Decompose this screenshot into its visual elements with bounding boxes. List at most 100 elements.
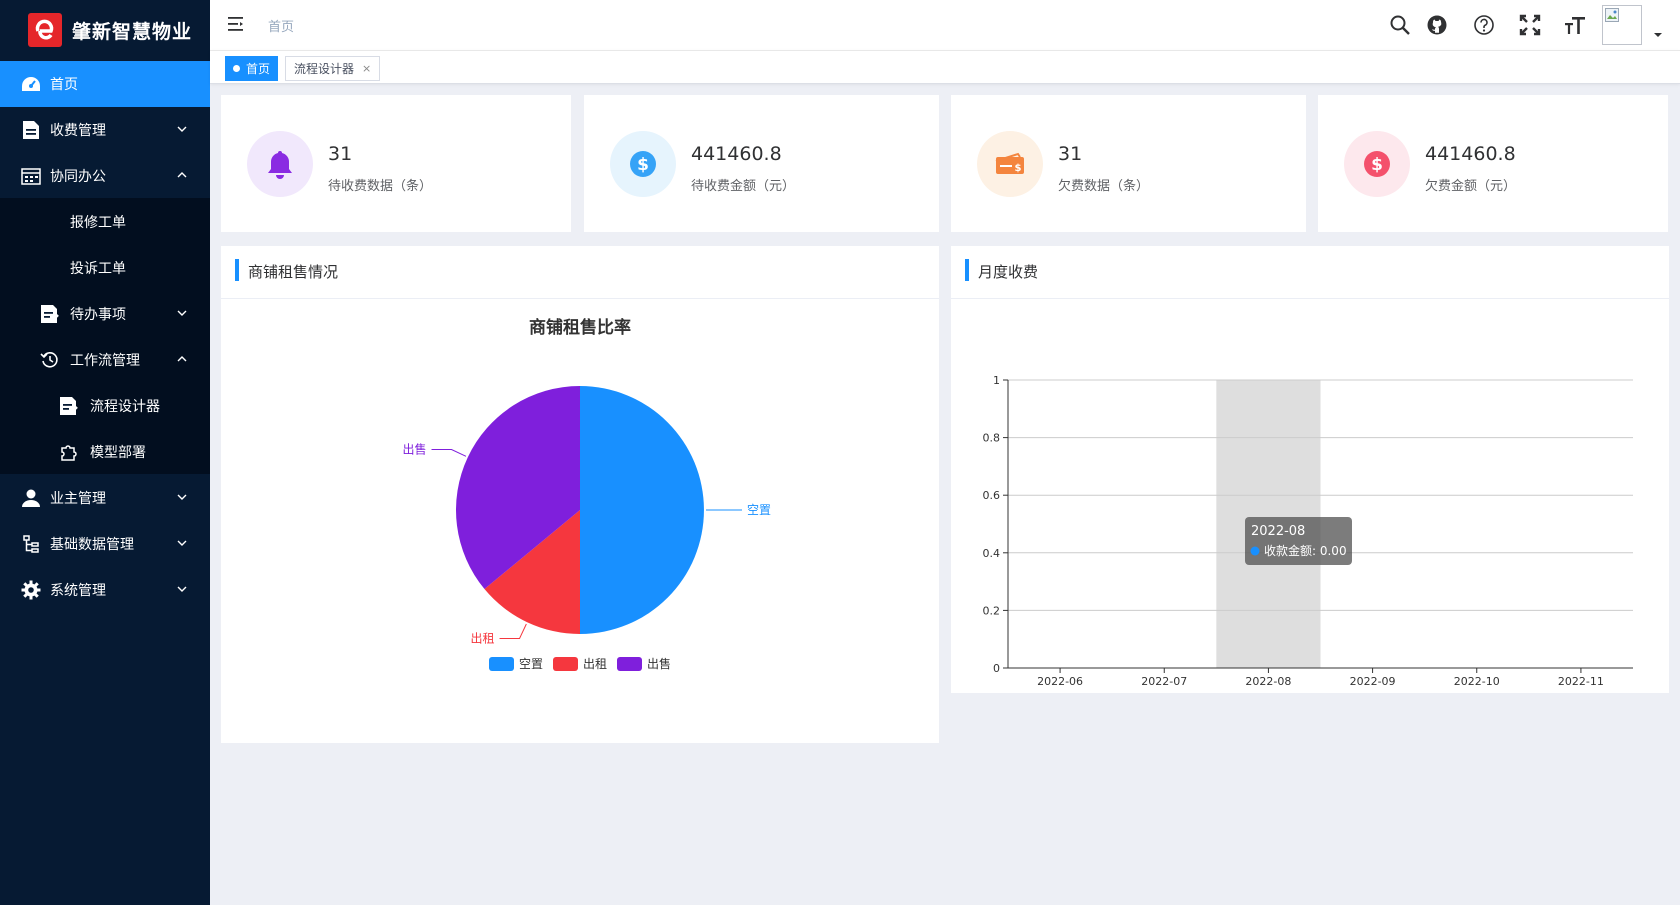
sidebar-item-label: 投诉工单 — [70, 261, 126, 277]
x-tick-label: 2022-07 — [1141, 675, 1187, 688]
bell-icon — [247, 131, 313, 197]
sidebar-item-repair-orders[interactable]: 报修工单 — [0, 199, 210, 245]
legend-swatch[interactable] — [489, 657, 514, 671]
stat-card-arrears-count[interactable]: $ 31 欠费数据（条） — [951, 95, 1306, 232]
legend-label[interactable]: 出租 — [583, 657, 607, 671]
top-navbar: 首页 — [210, 0, 1680, 50]
chevron-down-icon — [177, 540, 187, 546]
chevron-down-icon — [177, 310, 187, 316]
x-tick-label: 2022-11 — [1558, 675, 1604, 688]
legend-swatch[interactable] — [553, 657, 578, 671]
puzzle-icon — [58, 441, 80, 463]
tag-home[interactable]: 首页 — [225, 56, 279, 81]
tooltip-title: 2022-08 — [1251, 524, 1305, 539]
sidebar-item-workflow[interactable]: 工作流管理 — [0, 337, 210, 383]
pie-label: 出售 — [402, 442, 426, 457]
fullscreen-icon[interactable] — [1519, 14, 1541, 36]
active-dot-icon — [233, 65, 240, 72]
chevron-up-icon — [177, 172, 187, 178]
tag-label: 首页 — [246, 62, 271, 76]
panel-title: 商铺租售情况 — [248, 263, 339, 281]
pie-slice-0[interactable] — [580, 386, 704, 634]
tooltip-marker — [1250, 546, 1260, 556]
breadcrumb[interactable]: 首页 — [268, 20, 295, 35]
pie-label: 空置 — [747, 503, 771, 517]
chevron-down-icon — [177, 126, 187, 132]
stat-card-pending-amount[interactable]: $ 441460.8 待收费金额（元） — [584, 95, 939, 232]
sidebar-item-label: 工作流管理 — [70, 353, 140, 369]
sidebar-item-label: 首页 — [50, 77, 78, 93]
chevron-up-icon — [177, 356, 187, 362]
document-icon — [20, 119, 42, 141]
stat-value: 31 — [328, 143, 353, 165]
stat-card-pending-count[interactable]: 31 待收费数据（条） — [221, 95, 571, 232]
pie-slice-1[interactable] — [484, 510, 580, 634]
pie-label-line — [499, 623, 527, 639]
sidebar-item-label: 基础数据管理 — [50, 537, 134, 553]
avatar[interactable] — [1602, 5, 1642, 45]
panel-header: 月度收费 — [951, 246, 1669, 299]
sidebar-item-label: 协同办公 — [50, 169, 106, 185]
x-tick-label: 2022-06 — [1037, 675, 1083, 688]
sidebar-item-label: 报修工单 — [70, 215, 126, 231]
stat-value: 441460.8 — [1425, 143, 1516, 165]
tag-process-designer[interactable]: 流程设计器 × — [285, 56, 381, 81]
pie-label: 出租 — [471, 631, 495, 645]
tag-label: 流程设计器 — [294, 62, 355, 76]
tree-icon — [20, 533, 42, 555]
pie-chart-title: 商铺租售比率 — [529, 317, 631, 338]
sidebar-item-label: 业主管理 — [50, 491, 106, 507]
calendar-icon — [20, 165, 42, 187]
close-icon[interactable]: × — [362, 62, 372, 75]
help-icon[interactable] — [1473, 14, 1495, 36]
legend-label[interactable]: 空置 — [519, 657, 543, 671]
sidebar-item-system[interactable]: 系统管理 — [0, 567, 210, 613]
dashboard-icon — [20, 73, 42, 95]
svg-text:$: $ — [1371, 155, 1383, 175]
edit-document-icon — [58, 395, 80, 417]
panel-monthly-charges: 月度收费 0 0.2 0.4 0.6 0.8 1 2022-06 2022-07 2022-08… — [951, 246, 1669, 693]
stat-card-arrears-amount[interactable]: $ 441460.8 欠费金额（元） — [1318, 95, 1668, 232]
logo-icon — [28, 13, 62, 47]
sidebar-item-complaint-orders[interactable]: 投诉工单 — [0, 245, 210, 291]
sidebar-item-label: 收费管理 — [50, 123, 106, 139]
sidebar-item-office[interactable]: 协同办公 — [0, 153, 210, 199]
tooltip-value: 收款金额: 0.00 — [1264, 543, 1347, 558]
sidebar-item-home[interactable]: 首页 — [0, 61, 210, 107]
broken-image-icon — [1605, 8, 1619, 22]
font-size-icon[interactable] — [1564, 14, 1586, 36]
svg-text:$: $ — [1015, 163, 1022, 174]
sidebar-item-label: 模型部署 — [90, 445, 146, 461]
logo-text: 肇新智慧物业 — [72, 20, 193, 43]
search-icon[interactable] — [1389, 14, 1411, 36]
sidebar-item-owners[interactable]: 业主管理 — [0, 475, 210, 521]
x-tick-label: 2022-08 — [1245, 675, 1291, 688]
pie-label-line — [431, 449, 467, 457]
panel-title: 月度收费 — [978, 263, 1039, 281]
sidebar-item-label: 待办事项 — [70, 307, 126, 323]
sidebar-item-charges[interactable]: 收费管理 — [0, 107, 210, 153]
title-accent-bar — [965, 259, 969, 281]
caret-down-icon[interactable] — [1653, 32, 1663, 38]
tooltip — [1245, 517, 1352, 565]
github-icon[interactable] — [1426, 14, 1448, 36]
y-tick-label: 0.6 — [983, 489, 1001, 502]
svg-text:$: $ — [637, 155, 649, 175]
tags-view: 首页 流程设计器 × — [210, 50, 1680, 84]
panel-header: 商铺租售情况 — [221, 246, 939, 299]
pie-slice-2[interactable] — [455, 386, 580, 590]
sidebar-item-todo[interactable]: 待办事项 — [0, 291, 210, 337]
gear-icon — [20, 579, 42, 601]
sidebar-item-base-data[interactable]: 基础数据管理 — [0, 521, 210, 567]
legend-label[interactable]: 出售 — [647, 656, 671, 671]
bar-chart: 0 0.2 0.4 0.6 0.8 1 2022-06 2022-07 2022-08 2022-… — [983, 374, 1633, 688]
hamburger-icon[interactable] — [228, 16, 246, 32]
sidebar-item-process-designer[interactable]: 流程设计器 — [0, 383, 210, 429]
logo[interactable]: 肇新智慧物业 — [0, 0, 210, 60]
legend-swatch[interactable] — [617, 657, 642, 671]
title-accent-bar — [235, 259, 239, 281]
user-icon — [20, 487, 42, 509]
dollar-icon: $ — [1344, 131, 1410, 197]
sidebar-item-model-deploy[interactable]: 模型部署 — [0, 429, 210, 475]
